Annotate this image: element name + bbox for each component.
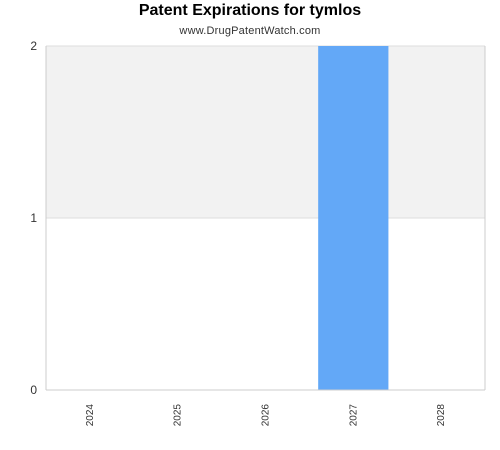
x-tick-label: 2027 [348,404,359,427]
x-tick-label: 2028 [436,404,447,427]
x-tick-label: 2025 [173,404,184,427]
plot-band [46,46,485,218]
bar-2027 [318,46,388,390]
bars [318,46,388,390]
y-tick-label: 2 [30,39,37,53]
plot-band [46,218,485,390]
x-tick-label: 2026 [261,404,272,427]
y-tick-label: 1 [30,211,37,225]
y-tick-labels: 0 1 2 [30,39,37,397]
y-tick-label: 0 [30,383,37,397]
x-tick-labels: 2024 2025 2026 2027 2028 [85,404,447,427]
x-tick-label: 2024 [85,404,96,427]
